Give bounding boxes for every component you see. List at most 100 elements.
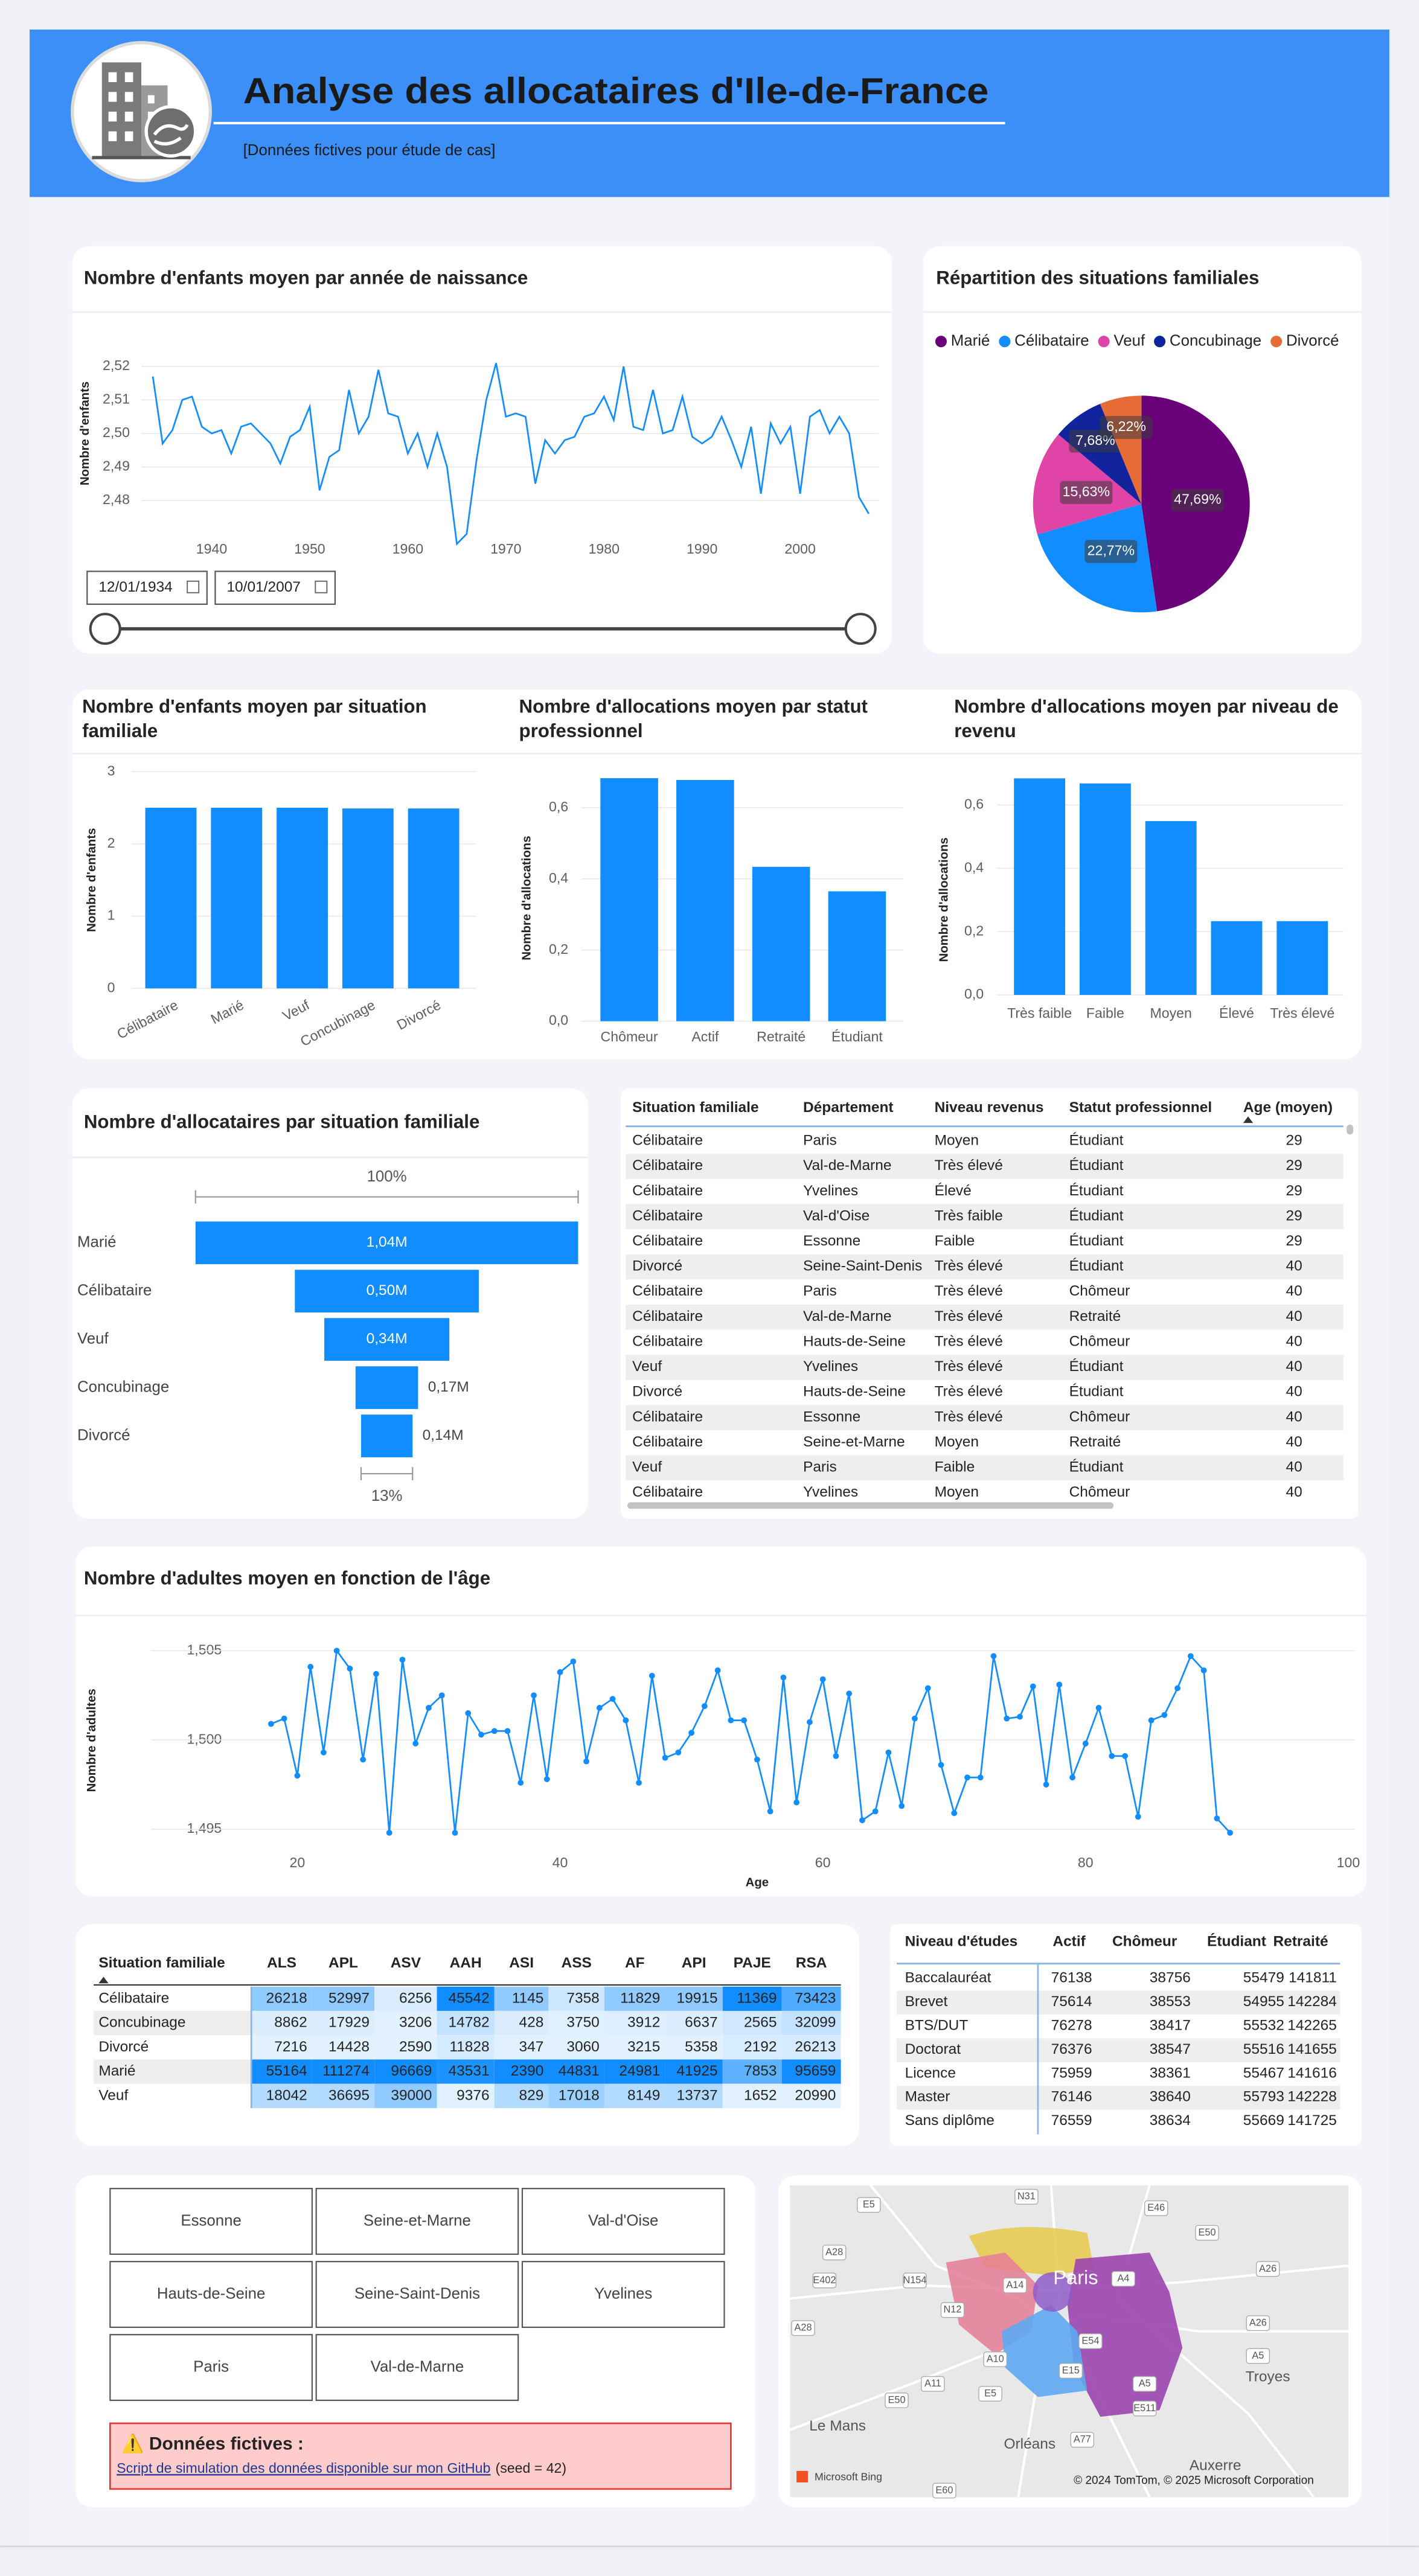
x-tick-label: Retraité bbox=[757, 1029, 806, 1044]
data-point bbox=[701, 1703, 708, 1709]
road-label: E5 bbox=[984, 2388, 996, 2399]
legend-label: Divorcé bbox=[1286, 332, 1339, 349]
road-label: A28 bbox=[825, 2247, 843, 2258]
heat-cell bbox=[548, 1986, 604, 2011]
table-cell: 54955 bbox=[1243, 1993, 1284, 2010]
table-cell: Paris bbox=[803, 1459, 837, 1475]
slicer-button[interactable] bbox=[521, 2261, 725, 2328]
x-tick-label: Moyen bbox=[1150, 1005, 1192, 1021]
slider-handle[interactable] bbox=[89, 613, 121, 645]
data-point bbox=[1109, 1753, 1115, 1759]
bar bbox=[1014, 778, 1066, 996]
table-cell: 11369 bbox=[737, 1990, 777, 2006]
table-cell: 141725 bbox=[1287, 2112, 1337, 2129]
heat-cell bbox=[548, 2059, 604, 2084]
road-label: A11 bbox=[924, 2378, 941, 2389]
bar bbox=[1079, 783, 1131, 996]
table-cell: Chômeur bbox=[1069, 1333, 1130, 1349]
row-header: Marié bbox=[98, 2063, 135, 2079]
table-cell: 76146 bbox=[1051, 2089, 1092, 2105]
table-cell: Très élevé bbox=[935, 1408, 1003, 1425]
x-tick-label: Très faible bbox=[1007, 1005, 1072, 1021]
heat-cell bbox=[665, 1986, 723, 2011]
v-scrollbar[interactable] bbox=[1347, 1124, 1354, 1135]
road-shield bbox=[822, 2245, 847, 2261]
table-cell: Faible bbox=[935, 1233, 975, 1249]
column-header: Niveau revenus bbox=[935, 1099, 1044, 1116]
heat-cell bbox=[494, 2035, 549, 2060]
date-start: 12/01/1934 bbox=[98, 579, 172, 595]
table-cell: 76138 bbox=[1051, 1970, 1092, 1986]
table-cell: 38640 bbox=[1150, 2089, 1191, 2105]
slider-handle[interactable] bbox=[844, 613, 877, 645]
table-cell: Étudiant bbox=[1069, 1384, 1124, 1400]
table-cell: 6256 bbox=[399, 1990, 432, 2006]
table-cell: 11829 bbox=[620, 1990, 660, 2006]
slicer-button[interactable] bbox=[109, 2188, 313, 2255]
legend-label: Veuf bbox=[1113, 332, 1145, 349]
region-petite-couronne bbox=[1033, 2272, 1073, 2312]
header-band bbox=[30, 29, 1389, 197]
h-scrollbar[interactable] bbox=[627, 1502, 1114, 1509]
slicer-button[interactable] bbox=[109, 2261, 313, 2328]
data-point bbox=[675, 1749, 682, 1756]
slicer-button[interactable] bbox=[315, 2261, 519, 2328]
legend-label: Concubinage bbox=[1170, 332, 1261, 349]
x-tick-label: 80 bbox=[1078, 1855, 1094, 1870]
data-line bbox=[152, 363, 870, 546]
row-stripe bbox=[626, 1204, 1344, 1230]
legend-label: Marié bbox=[951, 332, 990, 349]
table-cell: Chômeur bbox=[1069, 1408, 1130, 1425]
table-cell: 5358 bbox=[685, 2039, 717, 2055]
table-cell: Moyen bbox=[935, 1484, 979, 1500]
data-point bbox=[1056, 1681, 1063, 1688]
heat-cell bbox=[312, 2083, 375, 2108]
data-point bbox=[321, 1749, 327, 1756]
column-header: ALS bbox=[267, 1955, 296, 1971]
table-cell: 55793 bbox=[1243, 2089, 1284, 2105]
data-label: 0,14M bbox=[423, 1427, 464, 1443]
slicer-label: Paris bbox=[193, 2358, 229, 2375]
table-cell: 38634 bbox=[1150, 2112, 1191, 2129]
legend-marker bbox=[935, 336, 947, 348]
table-cell: Célibataire bbox=[632, 1133, 703, 1149]
y-axis-label: Nombre d'adultes bbox=[85, 1689, 98, 1792]
x-tick-label: 1960 bbox=[392, 541, 423, 557]
slicer-button[interactable] bbox=[521, 2188, 725, 2255]
x-tick-label: 40 bbox=[553, 1855, 568, 1870]
table-cell: 76278 bbox=[1051, 2017, 1092, 2033]
slicer-button[interactable] bbox=[109, 2334, 313, 2402]
road-label: E46 bbox=[1147, 2202, 1165, 2213]
x-tick-label: Très élevé bbox=[1270, 1005, 1335, 1021]
slicer-label: Yvelines bbox=[594, 2285, 652, 2302]
data-point bbox=[373, 1670, 379, 1677]
heat-cell bbox=[251, 2059, 312, 2084]
table-cell: 18042 bbox=[266, 2087, 307, 2103]
conversion-label: 13% bbox=[371, 1488, 403, 1504]
row-header: Concubinage bbox=[98, 2015, 185, 2031]
table-cell: 6637 bbox=[685, 2015, 717, 2031]
funnel-bar bbox=[355, 1366, 418, 1409]
row-stripe bbox=[94, 2059, 252, 2084]
row-stripe bbox=[626, 1254, 1344, 1280]
slicer-button[interactable] bbox=[315, 2188, 519, 2255]
heat-cell bbox=[374, 2083, 437, 2108]
heat-cell bbox=[781, 1986, 841, 2011]
table-cell: 55532 bbox=[1243, 2017, 1284, 2033]
road-label: A26 bbox=[1259, 2263, 1276, 2274]
data-point bbox=[951, 1810, 958, 1817]
table-cell: 7216 bbox=[274, 2039, 307, 2055]
y-tick-label: 0,6 bbox=[549, 799, 568, 814]
table-cell: 38417 bbox=[1150, 2017, 1191, 2033]
y-tick-label: 2,48 bbox=[103, 491, 130, 507]
table-cell: 32099 bbox=[795, 2015, 836, 2031]
table-cell: Yvelines bbox=[803, 1183, 858, 1199]
row-header: Célibataire bbox=[98, 1990, 169, 2006]
heat-cell bbox=[494, 2010, 549, 2036]
table-cell: 347 bbox=[519, 2039, 543, 2055]
slicer-button[interactable] bbox=[315, 2334, 519, 2402]
y-tick-label: 0,0 bbox=[964, 986, 984, 1002]
table-cell: Très élevé bbox=[935, 1308, 1003, 1325]
github-link[interactable]: Script de simulation des données disponi… bbox=[117, 2460, 490, 2476]
y-tick-label: 0,6 bbox=[964, 796, 984, 811]
